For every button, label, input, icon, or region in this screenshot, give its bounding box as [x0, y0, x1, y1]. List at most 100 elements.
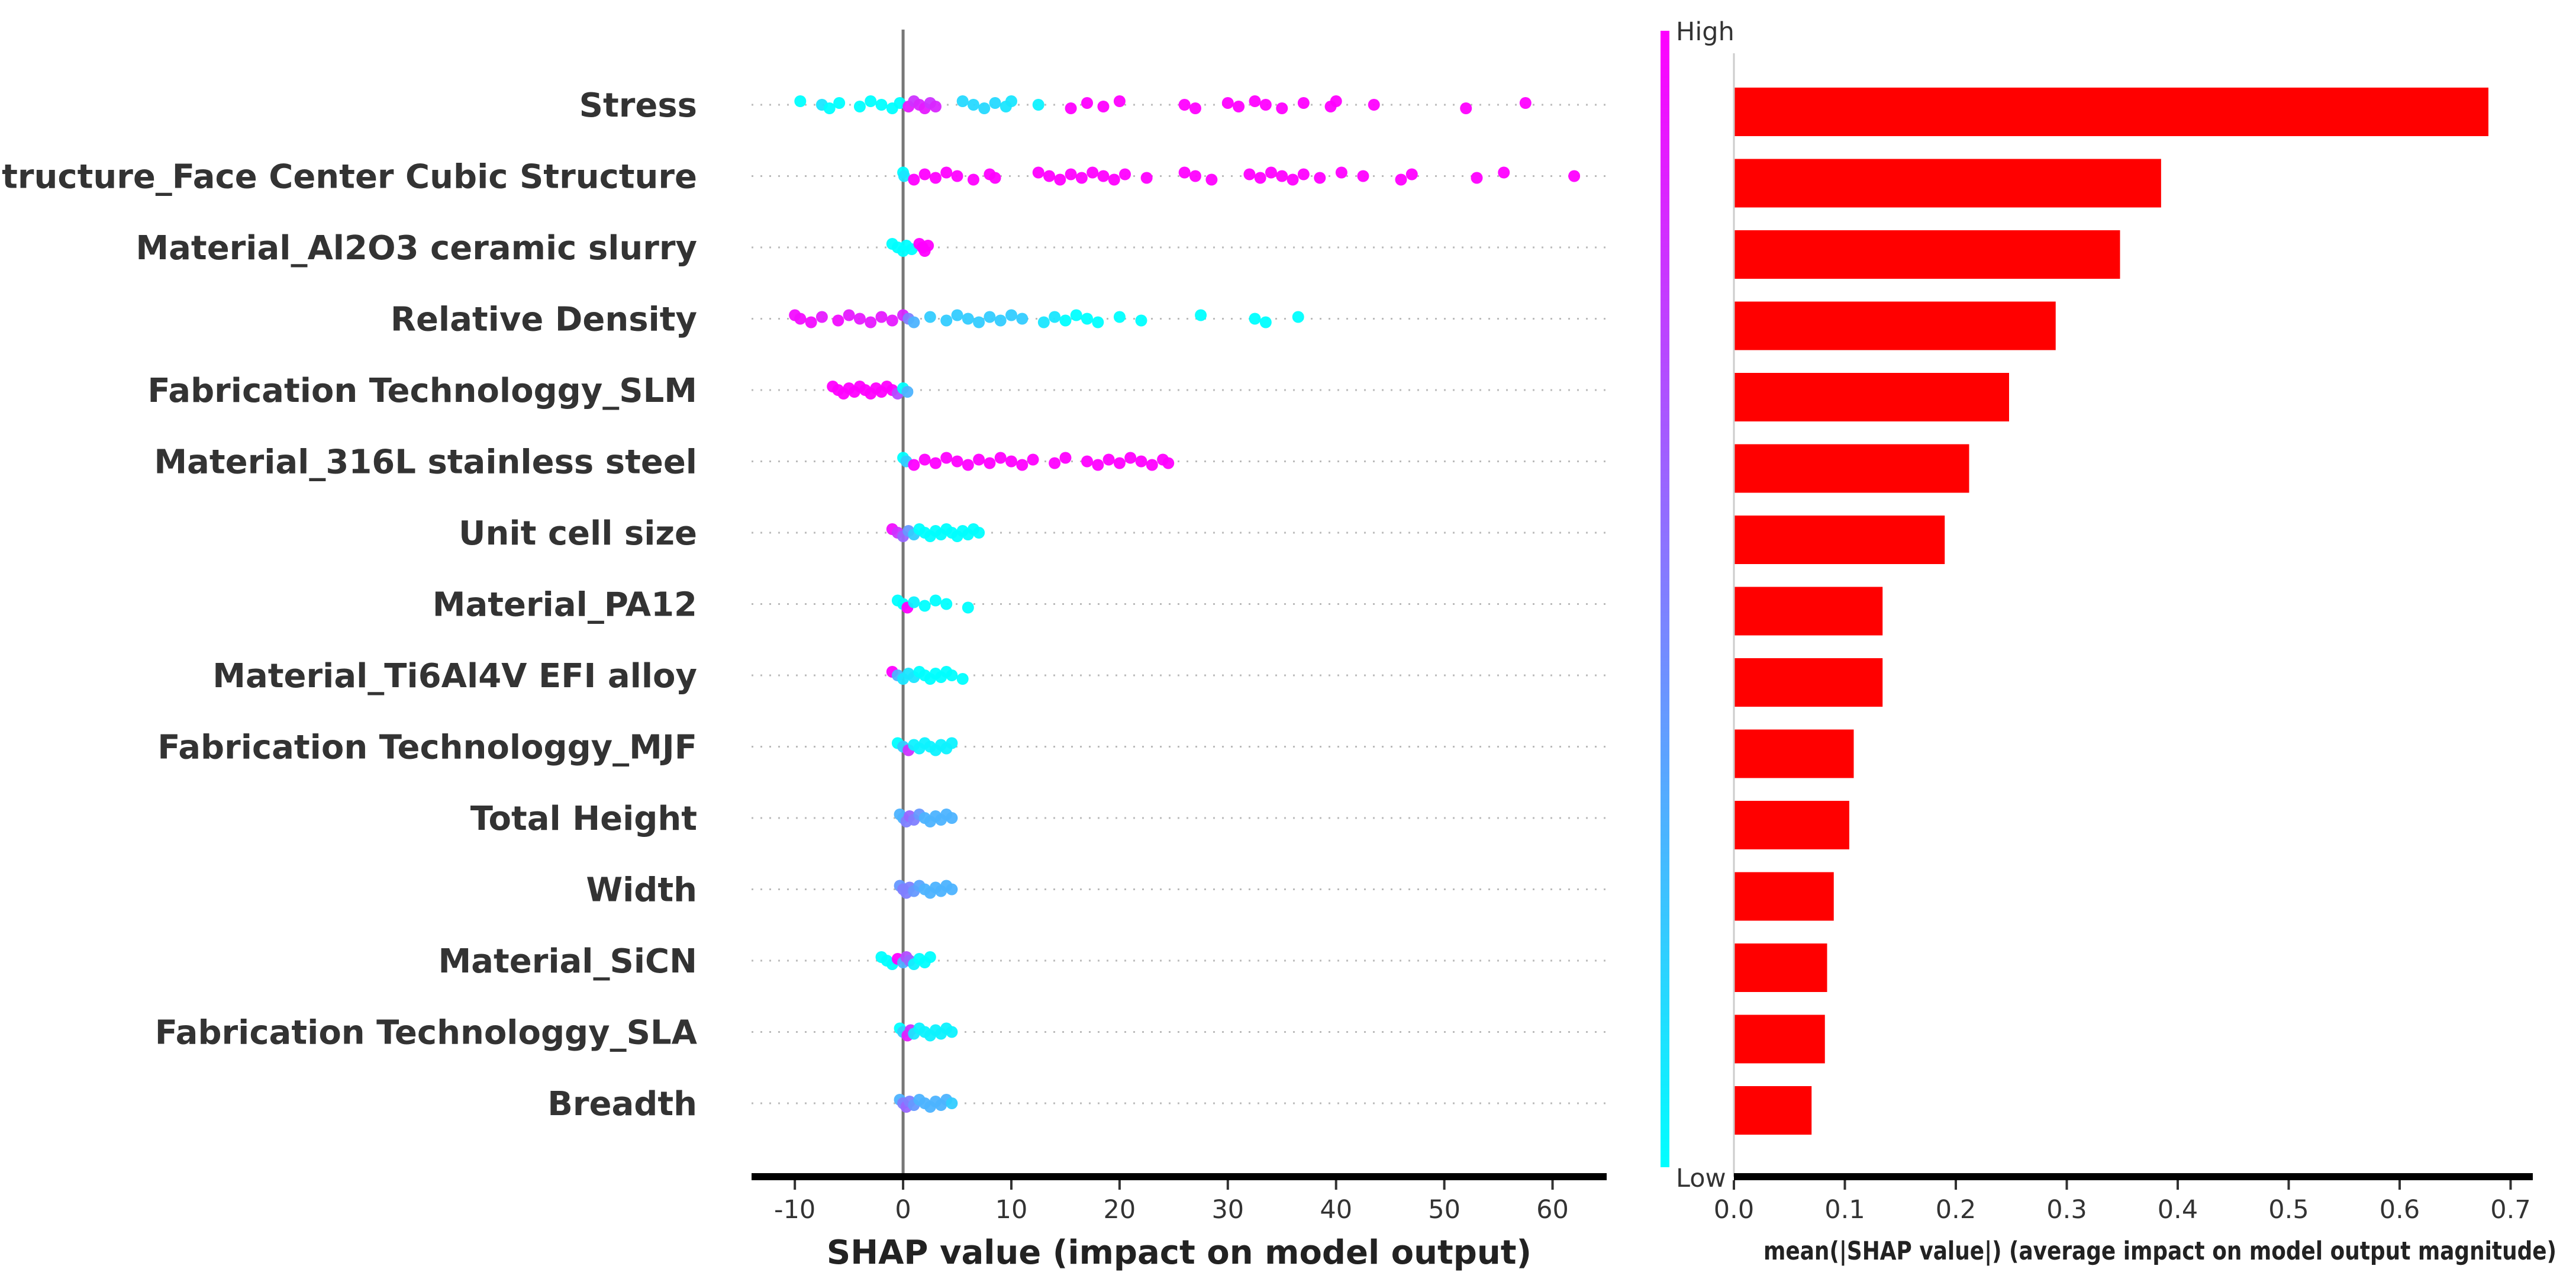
- shap-point: [1049, 311, 1061, 323]
- shap-point: [929, 457, 942, 469]
- shap-point: [823, 102, 836, 114]
- shap-point: [1102, 453, 1115, 466]
- shap-point: [924, 951, 936, 963]
- shap-point: [794, 313, 807, 325]
- shap-point: [886, 314, 898, 327]
- shap-point: [1119, 168, 1131, 181]
- shap-point: [865, 95, 877, 107]
- x-tick-label: 60: [1536, 1195, 1569, 1225]
- shap-point: [908, 596, 920, 608]
- shap-point: [1092, 316, 1104, 329]
- shap-point: [1049, 457, 1061, 469]
- bar: [1734, 159, 2161, 208]
- x-tick-label: 0.0: [1714, 1195, 1754, 1225]
- feature-label: Fabrication Technologgy_MJF: [157, 729, 697, 767]
- shap-point: [1108, 173, 1120, 186]
- shap-point: [946, 737, 958, 749]
- shap-point: [1205, 173, 1218, 186]
- shap-point: [929, 594, 942, 607]
- bar: [1734, 658, 1883, 707]
- bar: [1734, 729, 1854, 778]
- shap-point: [1081, 313, 1094, 325]
- shap-point: [805, 316, 817, 329]
- shap-point: [875, 311, 888, 323]
- shap-point: [1243, 168, 1256, 181]
- x-tick-label: 0.5: [2268, 1195, 2309, 1225]
- shap-point: [908, 316, 920, 329]
- shap-point: [1146, 459, 1158, 471]
- feature-label: Fabrication Technologgy_SLA: [155, 1014, 698, 1052]
- feature-label: Total Height: [470, 800, 697, 838]
- bar: [1734, 516, 1945, 564]
- shap-point: [1297, 168, 1310, 181]
- feature-label: Structure_Face Center Cubic Structure: [0, 158, 697, 197]
- colorbar-high-label: High: [1676, 17, 1734, 47]
- shap-point: [853, 101, 866, 112]
- shap-point: [940, 452, 953, 464]
- shap-point: [973, 316, 985, 329]
- bar: [1734, 88, 2488, 136]
- x-axis-label: mean(|SHAP value|) (average impact on mo…: [1763, 1236, 2556, 1266]
- shap-point: [1124, 452, 1137, 464]
- shap-point: [1097, 170, 1110, 182]
- shap-point: [918, 168, 931, 181]
- feature-label: Material_Al2O3 ceramic slurry: [136, 229, 697, 268]
- shap-point: [1265, 166, 1277, 179]
- shap-point: [1368, 99, 1380, 111]
- colorbar: High Low: [1661, 17, 1734, 1193]
- shap-point: [946, 812, 958, 824]
- shap-point: [989, 172, 1001, 184]
- shap-point: [1395, 173, 1407, 186]
- shap-point: [1027, 453, 1039, 466]
- shap-point: [967, 99, 979, 111]
- shap-point: [984, 457, 996, 469]
- bar: [1734, 587, 1883, 636]
- shap-point: [1460, 102, 1472, 114]
- shap-point: [1054, 173, 1066, 186]
- shap-point: [1254, 172, 1266, 184]
- shap-point: [1276, 170, 1288, 182]
- shap-point: [1135, 455, 1147, 468]
- shap-point: [962, 459, 974, 471]
- feature-label: Stress: [579, 86, 697, 125]
- feature-label: Material_316L stainless steel: [154, 443, 697, 482]
- x-tick-label: 20: [1104, 1195, 1136, 1225]
- shap-point: [853, 313, 866, 325]
- shap-point: [908, 459, 920, 471]
- shap-point: [946, 1097, 958, 1109]
- feature-label: Material_PA12: [433, 586, 697, 624]
- shap-point: [1135, 314, 1147, 327]
- x-tick-label: 30: [1211, 1195, 1244, 1225]
- shap-point: [908, 173, 920, 186]
- shap-point: [1178, 99, 1191, 111]
- shap-point: [1259, 99, 1272, 111]
- shap-point: [1330, 95, 1342, 107]
- feature-label: Material_Ti6Al4V EFI alloy: [212, 657, 697, 695]
- shap-point: [1005, 455, 1017, 468]
- shap-point: [1081, 455, 1094, 468]
- bar: [1734, 1086, 1812, 1135]
- shap-point: [973, 527, 985, 539]
- shap-point: [1335, 166, 1347, 179]
- x-tick-label: -10: [774, 1195, 815, 1225]
- x-tick-label: 50: [1428, 1195, 1461, 1225]
- shap-point: [967, 173, 979, 186]
- shap-point: [946, 669, 958, 681]
- shap-point: [1287, 173, 1299, 186]
- feature-label: Unit cell size: [459, 514, 697, 553]
- shap-point: [1221, 97, 1234, 109]
- bar: [1734, 444, 1969, 493]
- x-tick-label: 0.4: [2158, 1195, 2198, 1225]
- shap-point: [918, 453, 931, 466]
- shap-point: [940, 598, 953, 610]
- shap-point: [1032, 99, 1044, 111]
- shap-point: [1113, 457, 1126, 469]
- feature-label: Width: [586, 871, 697, 910]
- shap-point: [1498, 166, 1510, 179]
- shap-point: [1314, 172, 1326, 184]
- shap-point: [1292, 311, 1304, 323]
- x-tick-label: 10: [995, 1195, 1028, 1225]
- shap-point: [833, 97, 846, 109]
- shap-point: [1075, 172, 1088, 184]
- shap-point: [940, 166, 953, 179]
